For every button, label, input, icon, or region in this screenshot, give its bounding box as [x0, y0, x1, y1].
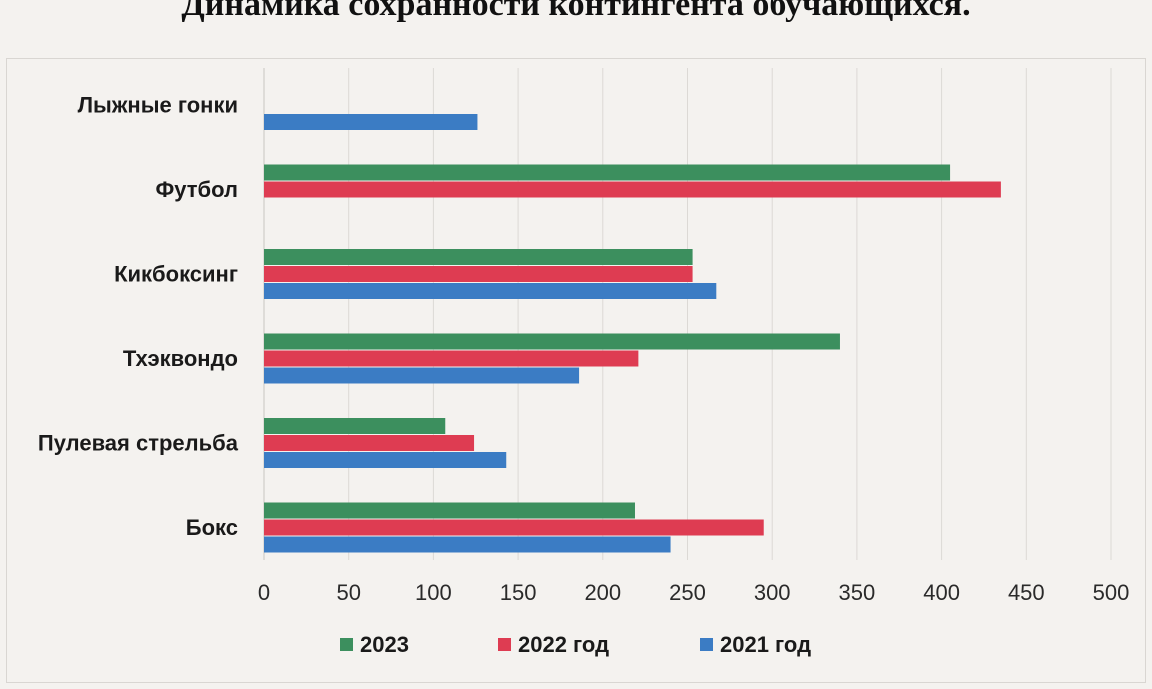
bar: [264, 502, 635, 519]
x-tick-label: 100: [415, 580, 452, 605]
legend-swatch: [498, 638, 511, 651]
chart-title: Динамика сохранности контингента обучающ…: [181, 0, 971, 23]
chart-frame: [6, 58, 1146, 683]
bar: [264, 435, 475, 451]
bar: [264, 452, 507, 468]
category-label: Кикбоксинг: [114, 262, 238, 287]
bar: [264, 266, 693, 282]
bar: [264, 164, 951, 181]
x-tick-label: 150: [500, 580, 537, 605]
x-tick-label: 250: [669, 580, 706, 605]
gridlines: [263, 68, 1112, 560]
x-tick-label: 350: [839, 580, 876, 605]
bar: [264, 333, 840, 350]
x-tick-label: 0: [258, 580, 270, 605]
legend-label: 2022 год: [518, 632, 609, 657]
legend-label: 2021 год: [720, 632, 811, 657]
x-tick-label: 500: [1093, 580, 1130, 605]
category-label: Тхэквондо: [123, 346, 238, 371]
category-label: Лыжные гонки: [78, 93, 238, 118]
legend-swatch: [700, 638, 713, 651]
bar: [264, 249, 693, 265]
x-tick-labels: 0 50 100 150 200 250 300 350 400 450 500: [258, 580, 1129, 605]
x-tick-label: 200: [584, 580, 621, 605]
bar: [264, 519, 764, 536]
x-tick-label: 50: [336, 580, 360, 605]
category-label: Бокс: [186, 515, 238, 540]
bar: [264, 418, 446, 434]
legend-swatch: [340, 638, 353, 651]
bar: [264, 283, 717, 299]
bars: [264, 114, 1001, 553]
bar: [264, 367, 580, 384]
bar: [264, 350, 639, 367]
x-tick-label: 300: [754, 580, 791, 605]
category-labels: Лыжные гонки Футбол Кикбоксинг Тхэквондо Пул…: [38, 93, 239, 541]
bar: [264, 114, 478, 130]
legend: 2023 2022 год 2021 год: [340, 632, 811, 657]
bar: [264, 181, 1001, 198]
category-label: Футбол: [155, 177, 238, 202]
category-label: Пулевая стрельба: [38, 431, 239, 456]
x-tick-label: 450: [1008, 580, 1045, 605]
bar: [264, 536, 671, 553]
legend-label: 2023: [360, 632, 409, 657]
x-tick-label: 400: [923, 580, 960, 605]
